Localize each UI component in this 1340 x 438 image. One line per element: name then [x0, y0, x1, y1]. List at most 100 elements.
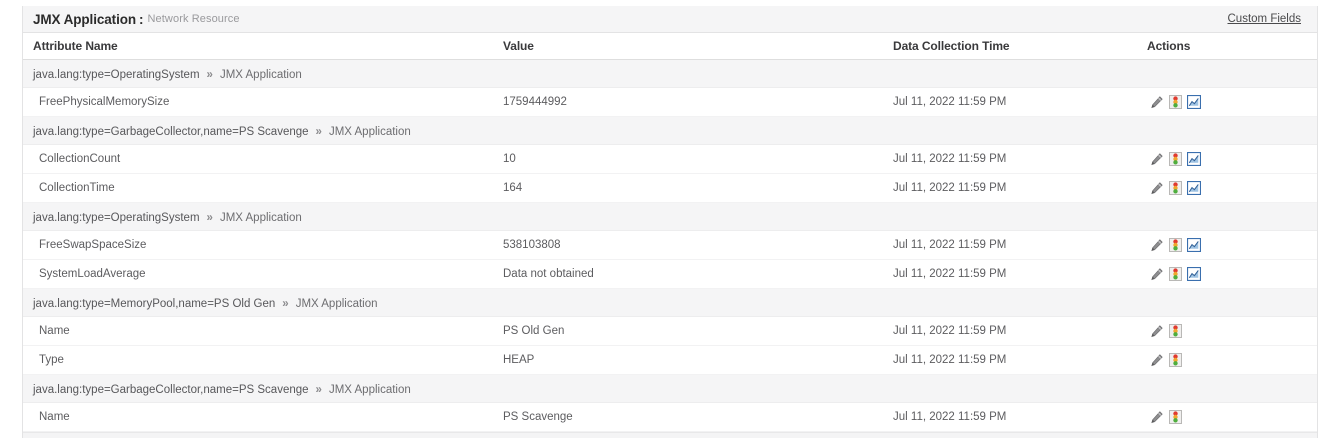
mbean-group-row: java.lang:type=MemoryPool,name=PS Old Ge… — [23, 288, 1317, 317]
pencil-icon[interactable] — [1149, 238, 1164, 253]
cell-actions — [1137, 345, 1317, 375]
pencil-icon[interactable] — [1149, 410, 1164, 425]
cell-attribute-name: CollectionCount — [23, 144, 493, 174]
table-row: Type HEAP Jul 11, 2022 11:59 PM — [23, 345, 1317, 375]
cell-data-collection-time: Jul 11, 2022 11:59 PM — [883, 144, 1137, 174]
traffic-light-icon[interactable] — [1169, 410, 1182, 424]
cell-data-collection-time: Jul 11, 2022 11:59 PM — [883, 345, 1137, 375]
chart-icon[interactable] — [1187, 181, 1201, 195]
cell-actions — [1137, 173, 1317, 203]
chart-icon[interactable] — [1187, 152, 1201, 166]
cell-actions — [1137, 402, 1317, 432]
mbean-group-row: java.lang:type=GarbageCollector,name=PS … — [23, 116, 1317, 145]
row-action-buttons — [1149, 95, 1317, 110]
table-body: java.lang:type=OperatingSystem » JMX Appli… — [23, 59, 1317, 432]
table-row: Name PS Scavenge Jul 11, 2022 11:59 PM — [23, 402, 1317, 432]
chart-icon[interactable] — [1187, 238, 1201, 252]
row-action-buttons — [1149, 267, 1317, 282]
cell-actions — [1137, 87, 1317, 117]
mbean-group-row: java.lang:type=OperatingSystem » JMX Appli… — [23, 202, 1317, 231]
pencil-icon[interactable] — [1149, 324, 1164, 339]
breadcrumb-separator-icon: » — [206, 211, 213, 224]
row-action-buttons — [1149, 238, 1317, 253]
table-header: Attribute Name Value Data Collection Tim… — [23, 33, 1317, 60]
attributes-table: Attribute Name Value Data Collection Tim… — [23, 33, 1317, 432]
custom-fields-link[interactable]: Custom Fields — [1227, 13, 1302, 25]
mbean-group-cell: java.lang:type=OperatingSystem » JMX Appli… — [23, 202, 1317, 231]
cell-attribute-name: FreePhysicalMemorySize — [23, 87, 493, 117]
cell-attribute-name: Type — [23, 345, 493, 375]
row-action-buttons — [1149, 181, 1317, 196]
table-row: CollectionCount 10 Jul 11, 2022 11:59 PM — [23, 144, 1317, 174]
table-row: FreeSwapSpaceSize 538103808 Jul 11, 2022 1… — [23, 230, 1317, 260]
cell-attribute-name: SystemLoadAverage — [23, 259, 493, 289]
mbean-group-app-name: JMX Application — [328, 383, 411, 396]
cell-value: 538103808 — [493, 230, 883, 260]
mbean-group-app-name: JMX Application — [219, 68, 302, 81]
cell-data-collection-time: Jul 11, 2022 11:59 PM — [883, 173, 1137, 203]
table-row: CollectionTime 164 Jul 11, 2022 11:59 PM — [23, 173, 1317, 203]
cell-value: 1759444992 — [493, 87, 883, 117]
mbean-group-cell: java.lang:type=GarbageCollector,name=PS … — [23, 374, 1317, 403]
pencil-icon[interactable] — [1149, 152, 1164, 167]
pencil-icon[interactable] — [1149, 353, 1164, 368]
row-action-buttons — [1149, 324, 1317, 339]
pencil-icon[interactable] — [1149, 267, 1164, 282]
page-title: JMX Application — [33, 11, 137, 27]
table-row: Name PS Old Gen Jul 11, 2022 11:59 PM — [23, 316, 1317, 346]
cell-value: Data not obtained — [493, 259, 883, 289]
column-header-actions: Actions — [1137, 33, 1317, 60]
cell-data-collection-time: Jul 11, 2022 11:59 PM — [883, 87, 1137, 117]
table-footer-strip — [23, 432, 1317, 438]
column-header-attribute-name: Attribute Name — [23, 33, 493, 60]
jmx-attributes-panel: JMX Application : Network Resource Custo… — [22, 6, 1318, 438]
pencil-icon[interactable] — [1149, 181, 1164, 196]
cell-value: PS Scavenge — [493, 402, 883, 432]
mbean-group-cell: java.lang:type=GarbageCollector,name=PS … — [23, 116, 1317, 145]
cell-value: PS Old Gen — [493, 316, 883, 346]
mbean-group-row: java.lang:type=OperatingSystem » JMX Appli… — [23, 59, 1317, 88]
traffic-light-icon[interactable] — [1169, 267, 1182, 281]
traffic-light-icon[interactable] — [1169, 181, 1182, 195]
traffic-light-icon[interactable] — [1169, 152, 1182, 166]
mbean-group-cell: java.lang:type=OperatingSystem » JMX Appli… — [23, 59, 1317, 88]
row-action-buttons — [1149, 152, 1317, 167]
cell-attribute-name: CollectionTime — [23, 173, 493, 203]
traffic-light-icon[interactable] — [1169, 95, 1182, 109]
cell-attribute-name: Name — [23, 316, 493, 346]
cell-data-collection-time: Jul 11, 2022 11:59 PM — [883, 316, 1137, 346]
mbean-group-app-name: JMX Application — [219, 211, 302, 224]
column-header-value: Value — [493, 33, 883, 60]
mbean-object-name: java.lang:type=GarbageCollector,name=PS … — [33, 125, 309, 138]
table-row: SystemLoadAverage Data not obtained Jul 11… — [23, 259, 1317, 289]
mbean-object-name: java.lang:type=MemoryPool,name=PS Old Ge… — [33, 297, 276, 310]
pencil-icon[interactable] — [1149, 95, 1164, 110]
cell-actions — [1137, 144, 1317, 174]
page-subtitle: Network Resource — [147, 13, 240, 25]
cell-actions — [1137, 316, 1317, 346]
cell-data-collection-time: Jul 11, 2022 11:59 PM — [883, 402, 1137, 432]
traffic-light-icon[interactable] — [1169, 324, 1182, 338]
breadcrumb-separator-icon: » — [282, 297, 289, 310]
traffic-light-icon[interactable] — [1169, 353, 1182, 367]
cell-data-collection-time: Jul 11, 2022 11:59 PM — [883, 230, 1137, 260]
cell-value: 164 — [493, 173, 883, 203]
chart-icon[interactable] — [1187, 267, 1201, 281]
traffic-light-icon[interactable] — [1169, 238, 1182, 252]
cell-attribute-name: FreeSwapSpaceSize — [23, 230, 493, 260]
cell-actions — [1137, 259, 1317, 289]
cell-value: 10 — [493, 144, 883, 174]
mbean-object-name: java.lang:type=GarbageCollector,name=PS … — [33, 383, 309, 396]
row-action-buttons — [1149, 410, 1317, 425]
cell-actions — [1137, 230, 1317, 260]
table-header-row: Attribute Name Value Data Collection Tim… — [23, 33, 1317, 60]
cell-value: HEAP — [493, 345, 883, 375]
row-action-buttons — [1149, 353, 1317, 368]
breadcrumb-separator-icon: » — [315, 125, 322, 138]
breadcrumb-separator-icon: » — [315, 383, 322, 396]
mbean-group-row: java.lang:type=GarbageCollector,name=PS … — [23, 374, 1317, 403]
title-separator: : — [139, 11, 144, 27]
chart-icon[interactable] — [1187, 95, 1201, 109]
table-row: FreePhysicalMemorySize 1759444992 Jul 11, … — [23, 87, 1317, 117]
